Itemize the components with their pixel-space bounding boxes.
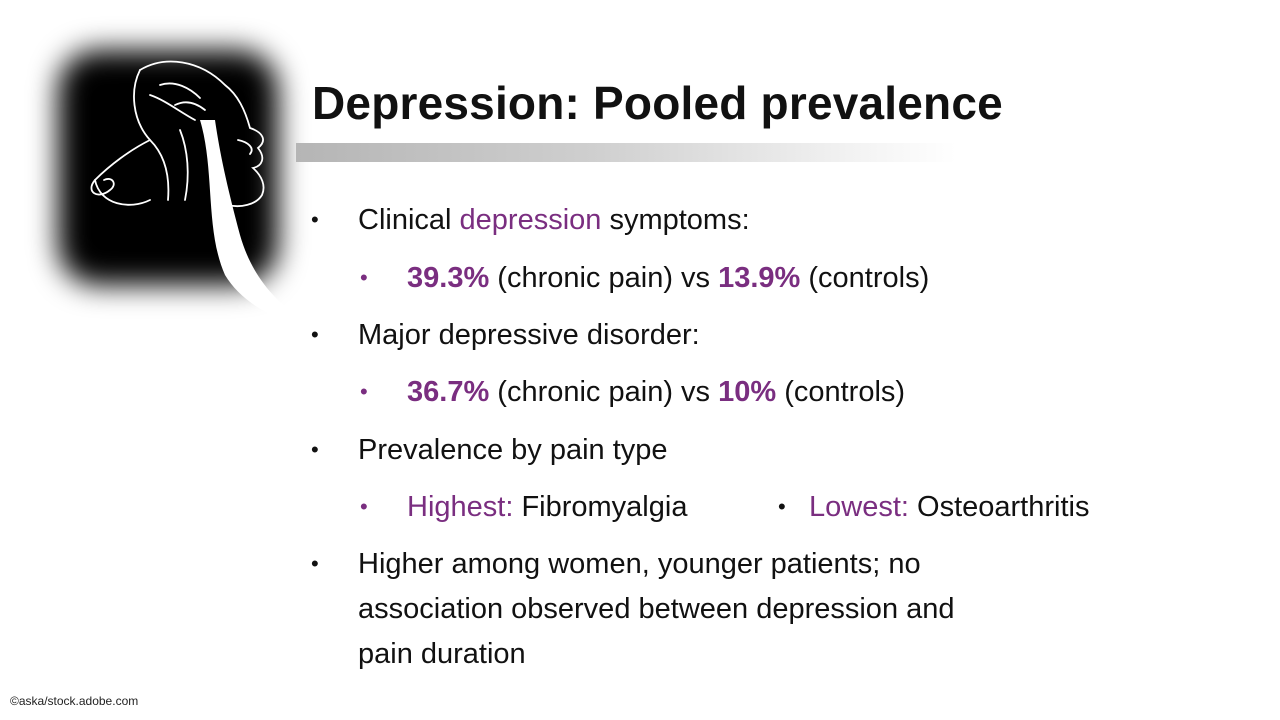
- bullet-1-sub-mid: (chronic pain) vs: [489, 262, 719, 294]
- image-credit: ©aska/stock.adobe.com: [10, 694, 139, 708]
- bullet-2-sub-mid: (chronic pain) vs: [489, 376, 719, 408]
- bullet-4-line-3: pain duration: [358, 638, 526, 670]
- bullet-2-sub-text: 36.7% (chronic pain) vs 10% (controls): [407, 375, 905, 409]
- slide-title: Depression: Pooled prevalence: [312, 77, 1003, 129]
- bullet-2-sub-marker: •: [360, 379, 368, 404]
- mdd-controls-value: 10%: [718, 376, 777, 408]
- bullet-1-sub-marker: •: [360, 265, 368, 290]
- lowest-value: Osteoarthritis: [908, 491, 1090, 523]
- bullet-2-sub-end: (controls): [776, 376, 906, 408]
- bullet-3-marker: •: [311, 437, 319, 462]
- bullet-4-marker: •: [311, 551, 319, 576]
- mdd-chronic-value: 36.7%: [407, 376, 490, 408]
- bullet-4-line-2: association observed between depression …: [358, 593, 955, 625]
- bullet-1-suffix: symptoms:: [601, 204, 750, 236]
- bullet-4-line-1: Higher among women, younger patients; no: [358, 548, 921, 580]
- depression-symptoms-chronic-value: 39.3%: [407, 262, 490, 294]
- lowest-label: Lowest:: [809, 491, 909, 523]
- title-underline-gradient: [296, 143, 956, 162]
- face-silhouette-illustration: [58, 50, 310, 325]
- depression-symptoms-controls-value: 13.9%: [718, 262, 801, 294]
- bullet-1-text: Clinical depression symptoms:: [358, 203, 750, 237]
- highest-value: Fibromyalgia: [513, 491, 688, 523]
- bullet-1-sub-end: (controls): [800, 262, 930, 294]
- bullet-3-text: Prevalence by pain type: [358, 434, 668, 466]
- bullet-3-sub2-marker: •: [778, 494, 786, 519]
- bullet-3-sub-lowest: Lowest: Osteoarthritis: [809, 490, 1089, 524]
- bullet-1-sub-text: 39.3% (chronic pain) vs 13.9% (controls): [407, 261, 929, 295]
- bullet-1-marker: •: [311, 207, 319, 232]
- bullet-3-sub-marker: •: [360, 494, 368, 519]
- bullet-2-marker: •: [311, 322, 319, 347]
- bullet-3-sub-highest: Highest: Fibromyalgia: [407, 490, 687, 524]
- bullet-1-accent: depression: [459, 204, 602, 236]
- bullet-1-prefix: Clinical: [358, 204, 460, 236]
- highest-label: Highest:: [407, 491, 514, 523]
- bullet-2-text: Major depressive disorder:: [358, 319, 700, 351]
